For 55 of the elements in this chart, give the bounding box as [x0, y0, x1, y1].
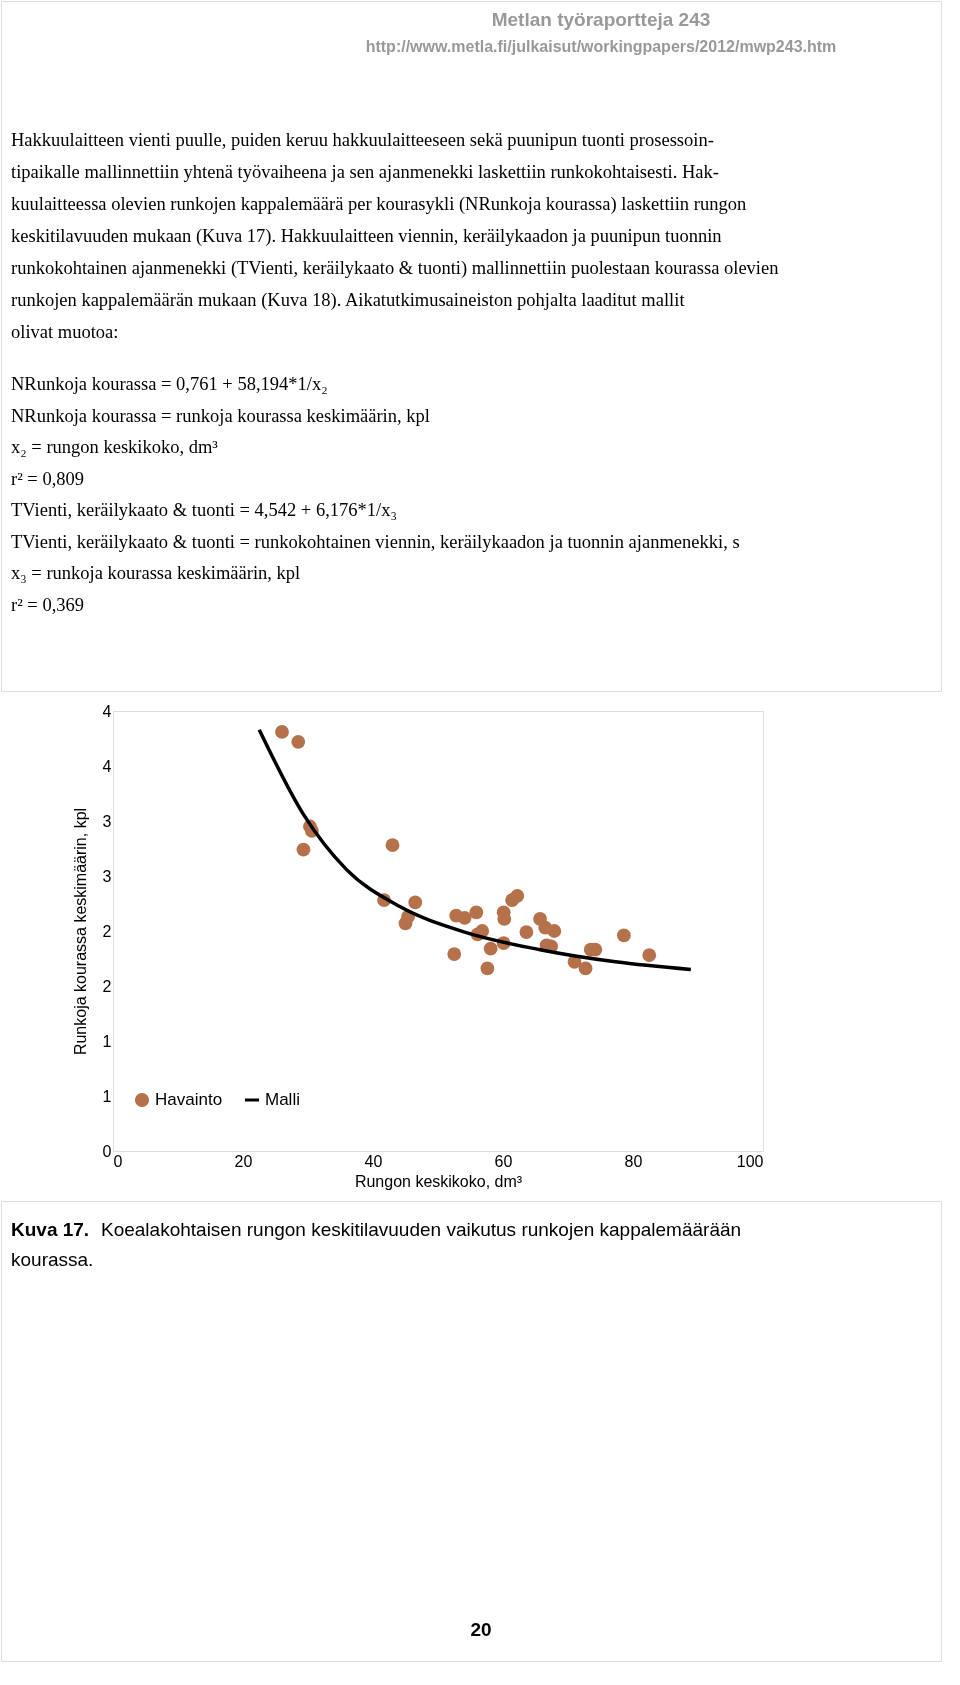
point	[480, 961, 495, 976]
text: keskitilavuuden mukaan (Kuva 17). Hakkuulaitteen viennin, keräilykaadon ja puunipun tuonnin	[11, 226, 722, 247]
line-series	[257, 727, 693, 972]
x-tick-label: 0	[113, 1152, 123, 1170]
y-tick-label: 1	[102, 1032, 112, 1050]
point	[457, 910, 472, 925]
x-axis-title: Rungon keskikoko, dm³	[354, 1172, 523, 1190]
text: NRunkoja kourassa = runkoja kourassa keskimäärin, kpl	[11, 405, 430, 426]
text: runkokohtainen ajanmenekki (TVienti, keräilykaato & tuonti) mallinnettiin puolestaan kourassa olevien	[11, 258, 779, 279]
y-tick-label: 2	[102, 922, 112, 940]
text: r² = 0,809	[11, 468, 85, 489]
point	[296, 842, 311, 857]
text: Kuva 17. Koealakohtaisen rungon keskitilavuuden vaikutus runkojen kappalemäärään kourassa.	[11, 1219, 742, 1270]
legend-label: Malli	[265, 1090, 300, 1109]
text: x₂ = rungon keskikoko, dm³	[11, 437, 219, 457]
point	[483, 941, 498, 956]
x-tick-label: 60	[494, 1152, 513, 1170]
y-tick-label: 1	[102, 1087, 112, 1105]
chart-title: Metlan työraportteja 243	[491, 9, 711, 30]
chart-subtitle: http://www.metla.fi/julkaisut/workingpapers/2012/mwp243.htm	[365, 38, 837, 55]
point	[385, 838, 400, 853]
x-tick-label: 80	[624, 1152, 643, 1170]
point	[398, 916, 413, 931]
y-tick-label: 4	[102, 757, 112, 775]
text: olivat muotoa:	[11, 322, 119, 342]
point	[291, 734, 306, 749]
text: tipaikalle mallinnettiin yhtenä työvaiheena ja sen ajanmenekki laskettiin runkokohtaisesti. Hak-	[11, 162, 719, 182]
text: kuulaitteessa olevien runkojen kappalemäärä per kourasykli (NRunkoja kourassa) laskettiin rungon	[11, 194, 747, 215]
y-tick-label: 3	[102, 867, 112, 885]
point	[547, 924, 562, 938]
text: r² = 0,369	[11, 594, 85, 615]
text: Hakkuulaitteen vienti puulle, puiden keruu hakkuulaitteeseen sekä puunipun tuonti prosessoin-	[11, 130, 714, 150]
text: runkojen kappalemäärän mukaan (Kuva 18). Aikatutkimusaineiston pohjalta laaditut mallit	[11, 290, 686, 311]
x-tick-label: 40	[364, 1152, 383, 1170]
text: NRunkoja kourassa = 0,761 + 58,194*1/x₂	[11, 374, 328, 394]
text: TVienti, keräilykaato & tuonti = runkokohtainen viennin, keräilykaadon ja tuonnin ajanmenekki, s	[11, 531, 740, 552]
y-axis-title: Runkoja kourassa keskimäärin, kpl	[71, 807, 89, 1056]
point	[275, 725, 289, 739]
x-tick-label: 100	[736, 1152, 764, 1170]
point	[510, 888, 525, 903]
legend-label: Havainto	[155, 1090, 223, 1109]
y-tick-label: 2	[102, 977, 112, 995]
point	[447, 947, 462, 961]
point	[617, 928, 631, 943]
point	[578, 961, 593, 976]
point	[519, 925, 534, 939]
text: 20	[470, 1619, 492, 1640]
x-tick-label: 20	[234, 1152, 253, 1170]
point	[408, 895, 423, 910]
y-tick-label: 3	[102, 812, 112, 830]
text: TVienti, keräilykaato & tuonti = 4,542 + 6,176*1/x₃	[11, 500, 397, 520]
y-tick-label: 4	[102, 702, 112, 720]
point	[469, 905, 484, 920]
point	[642, 948, 657, 963]
text: x₃ = runkoja kourassa keskimäärin, kpl	[11, 563, 301, 583]
